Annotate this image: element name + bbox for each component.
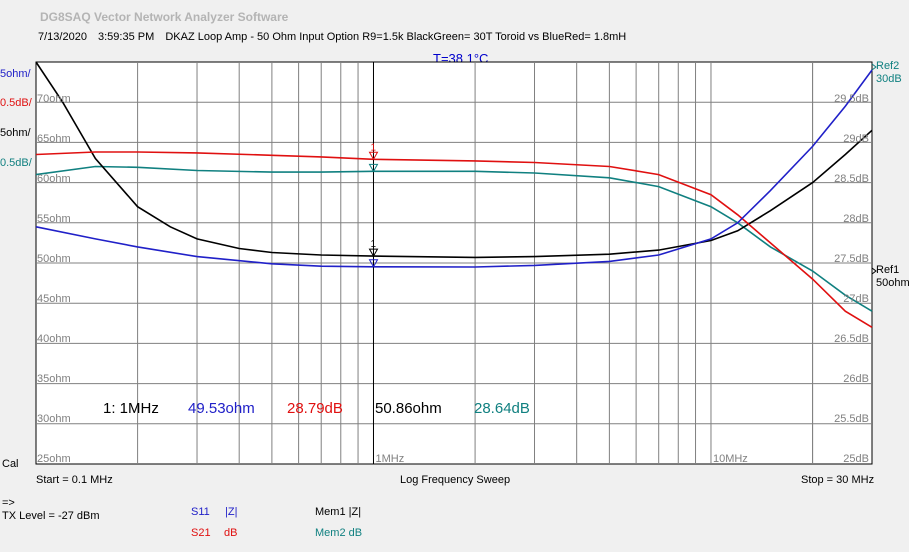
app-title: DG8SAQ Vector Network Analyzer Software (40, 10, 289, 24)
legend-s11-type[interactable]: |Z| (225, 506, 238, 518)
info-line: 7/13/2020 3:59:35 PM DKAZ Loop Amp - 50 … (38, 31, 634, 43)
sweep-time: 3:59:35 PM (98, 31, 155, 43)
stop-frequency: Stop = 30 MHz (801, 474, 875, 486)
right-tick-label: 25.5dB (834, 413, 869, 425)
chart-markers: 11 (368, 62, 379, 464)
marker-number: 1 (370, 142, 376, 153)
x-tick-label: 1MHz (375, 453, 404, 465)
chart-traces (35, 61, 873, 328)
sweep-date: 7/13/2020 (38, 31, 87, 43)
right-tick-label: 27dB (843, 293, 869, 305)
marker-number: 1 (370, 239, 376, 250)
left-scale-s11: 5ohm/ (0, 68, 32, 80)
left-scale-mem2: 0.5dB/ (0, 157, 33, 169)
tx-level: TX Level = -27 dBm (2, 510, 100, 522)
marker-triangle (368, 151, 379, 161)
right-tick-label: 27.5dB (834, 253, 869, 265)
start-frequency: Start = 0.1 MHz (36, 474, 113, 486)
sweep-description: DKAZ Loop Amp - 50 Ohm Input Option R9=1… (165, 31, 627, 43)
left-tick-label: 65ohm (37, 133, 71, 145)
right-tick-label: 25dB (843, 453, 869, 465)
chart-grid (35, 61, 873, 465)
right-tick-label: 29dB (843, 133, 869, 145)
marker-s21-value: 28.79dB (287, 400, 343, 417)
right-tick-label: 28.5dB (834, 173, 869, 185)
trace-s11 (35, 69, 873, 268)
status-arrow: => (2, 497, 15, 509)
trace-mem1 (35, 61, 873, 259)
ref2-pointer (871, 63, 877, 71)
right-tick-label: 26dB (843, 373, 869, 385)
legend-mem1[interactable]: Mem1 |Z| (315, 506, 362, 518)
x-tick-label: 10MHz (713, 453, 748, 465)
left-tick-label: 70ohm (37, 93, 71, 105)
legend-s21[interactable]: S21 (191, 527, 211, 539)
legend-s11[interactable]: S11 (191, 506, 210, 518)
marker-triangle (368, 163, 379, 173)
left-tick-label: 45ohm (37, 293, 71, 305)
legend-mem2[interactable]: Mem2 dB (315, 527, 363, 539)
marker-triangle (368, 248, 379, 258)
left-scale-mem1: 5ohm/ (0, 127, 32, 139)
chart-axis-labels: 70ohm 65ohm 60ohm 55ohm 50ohm 45ohm 40ohm 35ohm… (0, 60, 909, 465)
ref2-value: 30dB (876, 73, 902, 85)
left-tick-label: 40ohm (37, 333, 71, 345)
marker-frequency: 1: 1MHz (103, 400, 159, 417)
left-tick-label: 55ohm (37, 213, 71, 225)
right-tick-label: 28dB (843, 213, 869, 225)
marker-mem1-value: 50.86ohm (375, 400, 442, 417)
ref1-value: 50ohm (876, 277, 909, 289)
right-tick-label: 29.5dB (834, 93, 869, 105)
left-tick-label: 30ohm (37, 413, 71, 425)
marker-triangle (368, 259, 379, 268)
right-tick-label: 26.5dB (834, 333, 869, 345)
left-tick-label: 25ohm (37, 453, 71, 465)
left-tick-label: 60ohm (37, 173, 71, 185)
legend-s21-type[interactable]: dB (224, 527, 238, 539)
marker-mem2-value: 28.64dB (474, 400, 530, 417)
ref2-label: Ref2 (876, 60, 899, 72)
left-scale-s21: 0.5dB/ (0, 97, 33, 109)
left-tick-label: 50ohm (37, 253, 71, 265)
marker-s11-value: 49.53ohm (188, 400, 255, 417)
trace-s21 (35, 151, 873, 328)
ref1-label: Ref1 (876, 264, 899, 276)
sweep-type: Log Frequency Sweep (400, 474, 511, 486)
cal-indicator[interactable]: Cal (2, 458, 19, 470)
left-tick-label: 35ohm (37, 373, 71, 385)
ref1-pointer (871, 267, 877, 275)
